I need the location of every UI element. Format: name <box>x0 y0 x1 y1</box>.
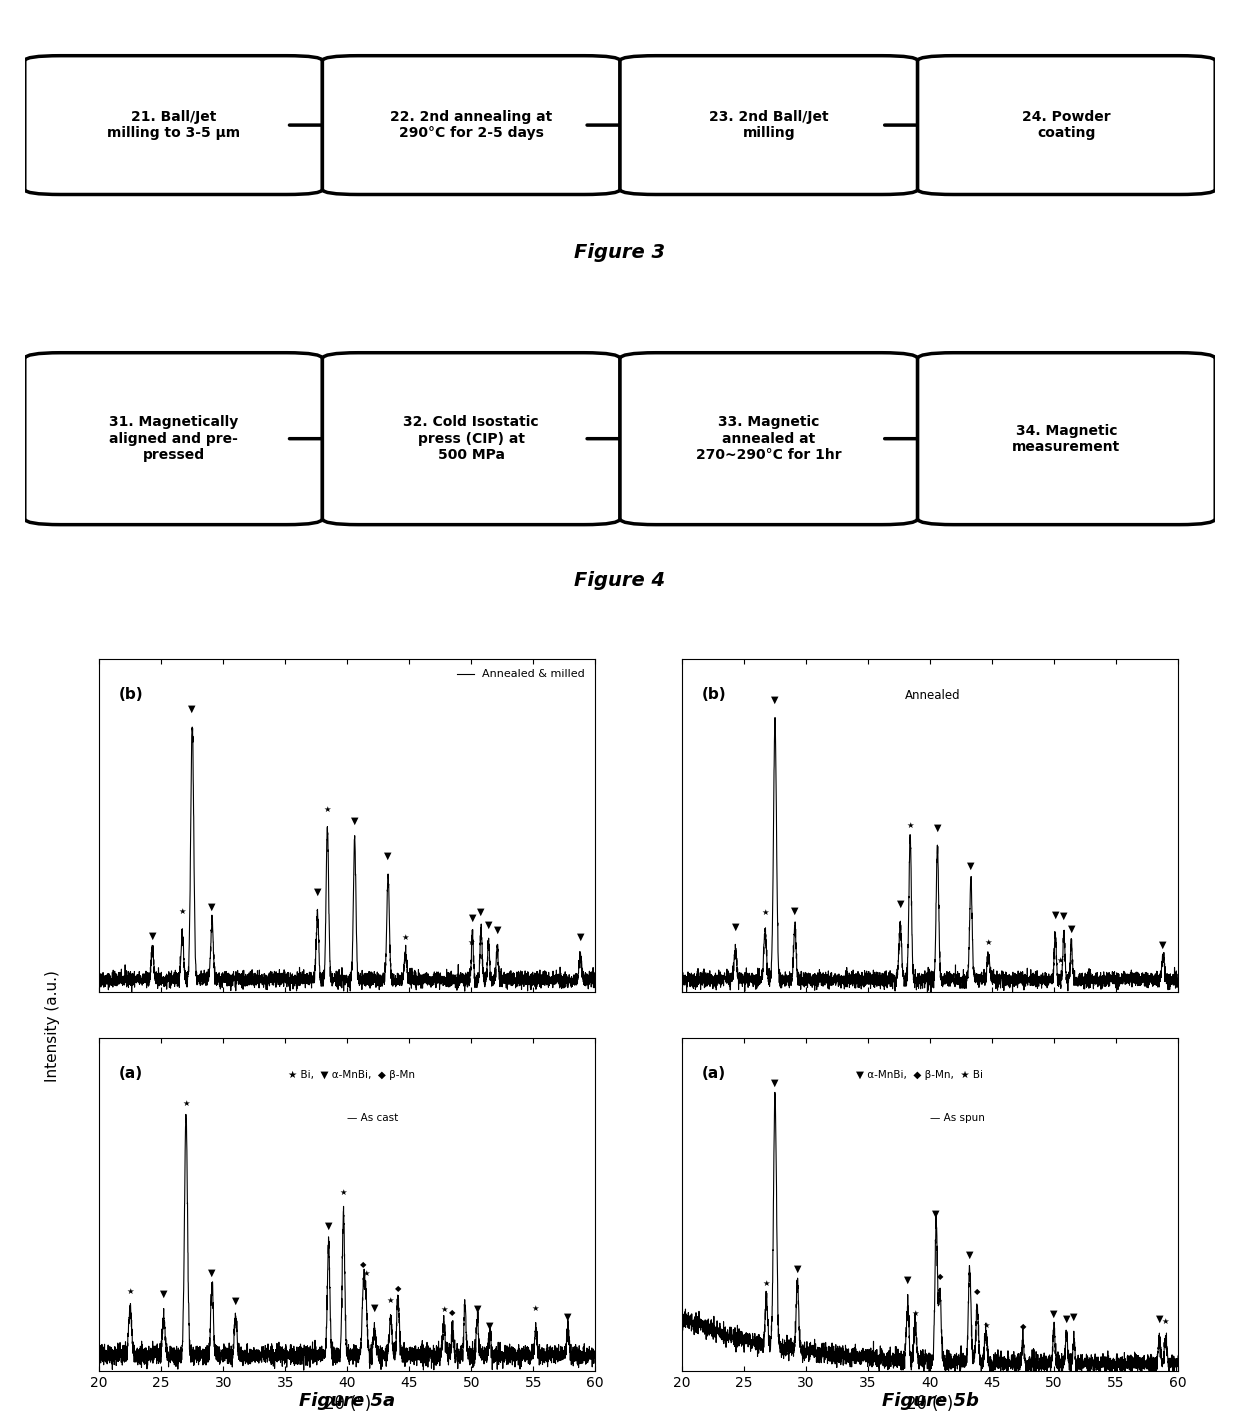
Text: — As cast: — As cast <box>347 1112 398 1124</box>
Text: ▼: ▼ <box>477 907 485 917</box>
Text: ▼: ▼ <box>771 1078 779 1088</box>
Text: ▼: ▼ <box>1068 924 1075 934</box>
Text: ▼: ▼ <box>232 1297 239 1307</box>
Y-axis label: Intensity (a.u.): Intensity (a.u.) <box>45 970 60 1081</box>
Text: ★: ★ <box>761 908 769 917</box>
Text: 32. Cold Isostatic
press (CIP) at
500 MPa: 32. Cold Isostatic press (CIP) at 500 MP… <box>403 416 539 461</box>
Text: 31. Magnetically
aligned and pre-
pressed: 31. Magnetically aligned and pre- presse… <box>109 416 238 461</box>
Text: ▼: ▼ <box>771 695 779 705</box>
Text: ▼: ▼ <box>577 932 584 942</box>
Text: Figure 5b: Figure 5b <box>882 1392 978 1411</box>
Text: ▼: ▼ <box>188 704 196 714</box>
Text: ▼: ▼ <box>1156 1314 1163 1324</box>
Text: ◆: ◆ <box>394 1284 402 1294</box>
Text: Figure 5a: Figure 5a <box>299 1392 396 1411</box>
FancyBboxPatch shape <box>25 56 322 194</box>
Text: Figure 3: Figure 3 <box>574 243 666 261</box>
Text: 34. Magnetic
measurement: 34. Magnetic measurement <box>1012 424 1121 454</box>
Legend: Annealed & milled: Annealed & milled <box>453 665 590 684</box>
Text: ▼: ▼ <box>485 920 492 930</box>
Text: ★: ★ <box>340 1188 347 1197</box>
Text: ★: ★ <box>1162 1317 1169 1327</box>
Text: ▼: ▼ <box>932 1210 940 1220</box>
Text: Annealed: Annealed <box>905 690 961 703</box>
X-axis label: 2θ (°): 2θ (°) <box>324 1395 371 1414</box>
Text: ▼: ▼ <box>371 1302 378 1312</box>
Text: ★: ★ <box>532 1304 539 1312</box>
Text: ▼: ▼ <box>474 1304 481 1314</box>
Text: 21. Ball/Jet
milling to 3-5 μm: 21. Ball/Jet milling to 3-5 μm <box>107 110 241 140</box>
Text: ▼: ▼ <box>469 912 476 922</box>
Text: ★: ★ <box>763 1279 770 1288</box>
Text: ▼: ▼ <box>732 921 739 931</box>
Text: ▼: ▼ <box>208 901 216 911</box>
FancyBboxPatch shape <box>620 353 918 524</box>
Text: ◆: ◆ <box>973 1287 981 1297</box>
Text: ▼: ▼ <box>791 905 799 915</box>
Text: ★: ★ <box>126 1287 134 1297</box>
Text: ▼: ▼ <box>160 1289 167 1299</box>
Text: 24. Powder
coating: 24. Powder coating <box>1022 110 1111 140</box>
FancyBboxPatch shape <box>918 56 1215 194</box>
Text: ▼: ▼ <box>564 1312 572 1322</box>
Text: ★: ★ <box>387 1297 394 1305</box>
Text: ★: ★ <box>985 938 992 947</box>
Text: ▼: ▼ <box>314 887 321 897</box>
Text: ★: ★ <box>179 907 186 915</box>
Text: ★: ★ <box>1056 955 1064 965</box>
Text: ▼: ▼ <box>384 851 392 861</box>
FancyBboxPatch shape <box>620 56 918 194</box>
Text: ★: ★ <box>467 938 475 947</box>
Text: ▼: ▼ <box>794 1264 801 1274</box>
Text: ▼: ▼ <box>494 924 501 934</box>
Text: (a): (a) <box>119 1065 143 1081</box>
FancyBboxPatch shape <box>918 353 1215 524</box>
Text: ▼: ▼ <box>904 1275 911 1285</box>
Text: ▼: ▼ <box>1060 911 1068 921</box>
Text: ▼ α-MnBi,  ◆ β-Mn,  ★ Bi: ▼ α-MnBi, ◆ β-Mn, ★ Bi <box>856 1070 982 1080</box>
Text: ▼: ▼ <box>967 861 975 871</box>
Text: ▼: ▼ <box>1070 1312 1078 1322</box>
Text: ★: ★ <box>440 1305 448 1314</box>
Text: Figure 4: Figure 4 <box>574 571 666 590</box>
Text: ★: ★ <box>402 932 409 942</box>
Text: ▼: ▼ <box>897 900 904 910</box>
X-axis label: 2θ (°): 2θ (°) <box>906 1395 954 1414</box>
Text: 23. 2nd Ball/Jet
milling: 23. 2nd Ball/Jet milling <box>709 110 828 140</box>
Text: ▼: ▼ <box>325 1221 332 1231</box>
Text: ★: ★ <box>324 805 331 814</box>
Text: ◆: ◆ <box>449 1308 456 1317</box>
Text: ▼: ▼ <box>208 1268 216 1278</box>
Text: ◆: ◆ <box>360 1259 367 1268</box>
Text: ◆: ◆ <box>936 1272 944 1281</box>
Text: ▼: ▼ <box>1052 910 1059 920</box>
Text: ◆: ◆ <box>1019 1322 1027 1331</box>
Text: ▼: ▼ <box>934 823 941 833</box>
FancyBboxPatch shape <box>322 353 620 524</box>
Text: ▼: ▼ <box>149 931 156 941</box>
Text: ▼: ▼ <box>1063 1314 1070 1324</box>
Text: 33. Magnetic
annealed at
270~290°C for 1hr: 33. Magnetic annealed at 270~290°C for 1… <box>696 416 842 461</box>
Text: ★: ★ <box>906 821 914 830</box>
Text: ★ Bi,  ▼ α-MnBi,  ◆ β-Mn: ★ Bi, ▼ α-MnBi, ◆ β-Mn <box>288 1070 414 1080</box>
Text: ▼: ▼ <box>1050 1309 1058 1319</box>
Text: ★: ★ <box>182 1100 190 1108</box>
Text: — As spun: — As spun <box>930 1112 985 1124</box>
Text: ▼: ▼ <box>486 1321 494 1331</box>
Text: ▼: ▼ <box>351 815 358 825</box>
FancyBboxPatch shape <box>25 353 322 524</box>
Text: ▼: ▼ <box>966 1250 973 1259</box>
Text: ★: ★ <box>911 1309 919 1318</box>
Text: (b): (b) <box>702 687 727 703</box>
Text: (b): (b) <box>119 687 144 703</box>
Text: 22. 2nd annealing at
290°C for 2-5 days: 22. 2nd annealing at 290°C for 2-5 days <box>391 110 552 140</box>
Text: ▼: ▼ <box>1159 940 1167 950</box>
Text: ★: ★ <box>982 1321 990 1329</box>
Text: ★: ★ <box>362 1269 370 1278</box>
FancyBboxPatch shape <box>322 56 620 194</box>
Text: (a): (a) <box>702 1065 725 1081</box>
